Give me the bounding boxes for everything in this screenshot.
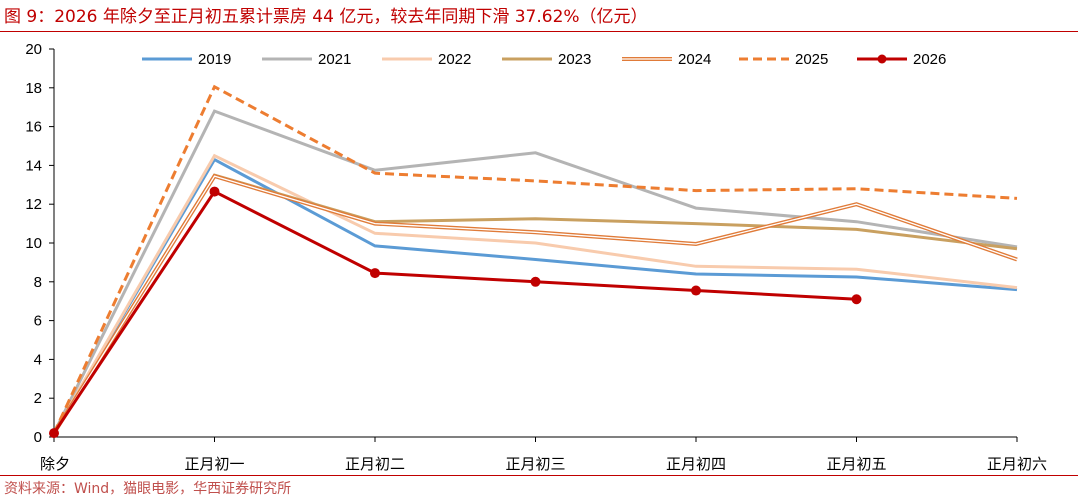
y-tick-label: 8: [34, 274, 42, 291]
series-line-2024-inner: [53, 175, 1018, 434]
series-line-2022: [52, 153, 1018, 434]
legend-label-2023: 2023: [558, 51, 591, 68]
source-note: 资料来源：Wind，猫眼电影，华西证券研究所: [4, 481, 292, 497]
title-rule: [0, 31, 1078, 32]
y-tick-label: 10: [25, 235, 42, 252]
data-point-2026: [691, 285, 701, 296]
series-line-2026: [52, 189, 857, 434]
data-point-2026: [209, 186, 220, 197]
data-point-2026: [530, 276, 541, 287]
series-line-2021: [52, 109, 1018, 434]
legend-label-2019: 2019: [198, 51, 231, 68]
y-tick-label: 20: [25, 41, 42, 58]
y-tick-label: 14: [25, 157, 42, 174]
chart-series: [49, 84, 1018, 439]
y-tick-label: 4: [34, 351, 42, 368]
y-tick-label: 18: [25, 80, 42, 97]
chart-legend: 2019 2021 2022 2023 2024 2025 2026: [142, 51, 946, 68]
x-tick-label: 正月初五: [826, 455, 886, 473]
legend-label-2022: 2022: [438, 51, 471, 68]
legend-label-2024: 2024: [678, 51, 711, 68]
legend-label-2025: 2025: [795, 51, 828, 68]
data-point-2026: [49, 428, 59, 439]
x-tick-label: 正月初二: [345, 455, 405, 473]
legend-swatch-2026-marker: [877, 54, 887, 64]
x-tick-label: 正月初六: [987, 455, 1047, 473]
data-point-2026: [851, 294, 862, 305]
x-tick-label: 正月初四: [666, 455, 726, 473]
y-tick-label: 6: [34, 313, 42, 330]
x-tick-label: 正月初一: [184, 455, 244, 473]
y-tick-label: 0: [34, 429, 42, 446]
line-chart: 0 2 4 6 8 10 12 14 16 18 20 除夕 正月初一 正月初二 正月初三 正月初四 正月初五 正…: [25, 41, 1047, 473]
y-tick-label: 12: [25, 196, 42, 213]
x-tick-label: 除夕: [40, 455, 70, 473]
x-tick-label: 正月初三: [505, 455, 565, 473]
y-tick-label: 2: [34, 390, 42, 407]
chart-axes: 0 2 4 6 8 10 12 14 16 18 20 除夕 正月初一 正月初二 正月初三 正月初四 正月初五 正…: [25, 41, 1047, 473]
data-point-2026: [370, 268, 380, 279]
figure-title: 图 9：2026 年除夕至正月初五累计票房 44 亿元，较去年同期下滑 37.6…: [4, 7, 648, 27]
series-line-2025: [52, 84, 1018, 434]
y-tick-label: 16: [25, 119, 42, 136]
legend-label-2021: 2021: [318, 51, 351, 68]
legend-label-2026: 2026: [913, 51, 946, 68]
series-line-2019: [52, 157, 1018, 434]
source-rule: [0, 475, 1078, 476]
